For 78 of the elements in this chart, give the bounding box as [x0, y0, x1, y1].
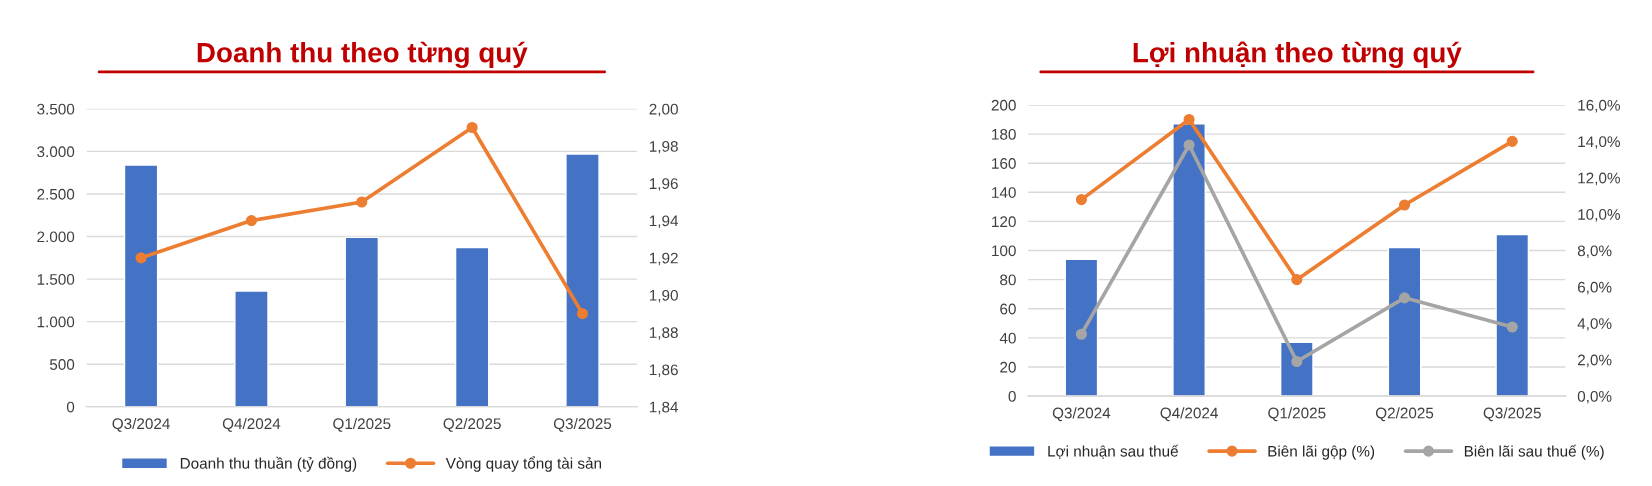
legend-label: Doanh thu thuần (tỷ đồng) [180, 456, 357, 472]
x-tick-label: Q3/2024 [1052, 407, 1111, 422]
y2-tick-label: 0,0% [1577, 390, 1612, 404]
x-tick-label: Q1/2025 [1268, 407, 1326, 422]
y-tick-label: 500 [49, 359, 75, 370]
bar [344, 236, 380, 407]
x-tick-label: Q4/2024 [222, 417, 281, 432]
chart-title: Doanh thu theo từng quý [197, 41, 528, 69]
y-tick-label: 2.000 [37, 231, 75, 243]
y-tick-label: 1.500 [37, 273, 75, 285]
y-tick-label: 3.500 [37, 103, 75, 115]
y-tick-label: 20 [1000, 361, 1016, 373]
point [1075, 194, 1087, 206]
point [1183, 139, 1195, 151]
bar [1172, 123, 1206, 397]
y2-tick-label: 14,0% [1578, 136, 1620, 149]
y2-tick-label: 6,0% [1577, 281, 1612, 295]
y2-tick-label: 1,92 [649, 252, 678, 266]
x-tick-label: Q1/2025 [333, 417, 391, 432]
legend-label: Biên lãi gộp (%) [1268, 445, 1375, 460]
y-tick-label: 100 [992, 245, 1016, 257]
y-tick-label: 140 [992, 187, 1016, 198]
point [1291, 274, 1303, 286]
bar [1064, 258, 1099, 397]
point [245, 215, 257, 227]
y-tick-label: 1.000 [37, 316, 75, 328]
y-tick-label: 0 [1008, 390, 1016, 402]
chart-title: Lợi nhuận theo từng quý [1133, 41, 1462, 69]
point [1183, 113, 1195, 126]
y-tick-label: 3.000 [37, 146, 75, 158]
y-tick-label: 180 [992, 128, 1016, 140]
bar [234, 290, 269, 407]
y-tick-label: 60 [1000, 303, 1016, 315]
legend-label: Biên lãi sau thuế (%) [1464, 444, 1604, 460]
bar [123, 164, 159, 407]
x-tick-label: Q3/2025 [553, 417, 612, 432]
y2-tick-label: 16,0% [1578, 99, 1620, 113]
y2-tick-label: 10,0% [1578, 209, 1620, 222]
y2-tick-label: 1,94 [649, 215, 679, 229]
y-tick-label: 0 [66, 401, 75, 413]
y2-tick-label: 1,90 [649, 289, 678, 303]
y-tick-label: 80 [1000, 274, 1016, 286]
y2-tick-label: 12,0% [1578, 172, 1620, 186]
y2-tick-label: 2,00 [649, 103, 678, 117]
point [135, 252, 147, 264]
bar [1387, 246, 1422, 397]
x-tick-label: Q4/2024 [1160, 407, 1218, 422]
x-tick-label: Q2/2025 [443, 417, 501, 432]
y2-tick-label: 1,86 [649, 364, 678, 378]
point [1291, 355, 1303, 368]
y2-tick-label: 1,88 [649, 327, 678, 340]
bar [1495, 233, 1530, 397]
y-tick-label: 160 [992, 158, 1016, 169]
bar [454, 246, 490, 407]
point [1506, 321, 1518, 333]
y-tick-label: 200 [991, 99, 1016, 111]
y-tick-label: 2.500 [37, 188, 75, 200]
point [1398, 199, 1411, 211]
y-tick-label: 40 [999, 332, 1016, 344]
point [1398, 292, 1411, 304]
y2-tick-label: 4,0% [1577, 318, 1612, 331]
y2-tick-label: 8,0% [1577, 245, 1612, 259]
point [1075, 328, 1087, 340]
x-tick-label: Q3/2024 [112, 417, 170, 432]
y2-tick-label: 1,98 [649, 140, 678, 154]
y-tick-label: 120 [992, 216, 1016, 228]
bar [565, 153, 600, 407]
legend-label: Vòng quay tổng tài sản [445, 456, 602, 472]
legend-label: Lợi nhuận sau thuế [1048, 444, 1179, 459]
point [576, 308, 589, 320]
point [356, 196, 368, 208]
x-tick-label: Q3/2025 [1483, 407, 1541, 422]
point [466, 121, 478, 134]
y2-tick-label: 2,0% [1577, 354, 1612, 368]
y2-tick-label: 1,96 [649, 178, 678, 191]
x-tick-label: Q2/2025 [1375, 407, 1434, 422]
point [1506, 135, 1518, 147]
y2-tick-label: 1,84 [649, 401, 679, 415]
